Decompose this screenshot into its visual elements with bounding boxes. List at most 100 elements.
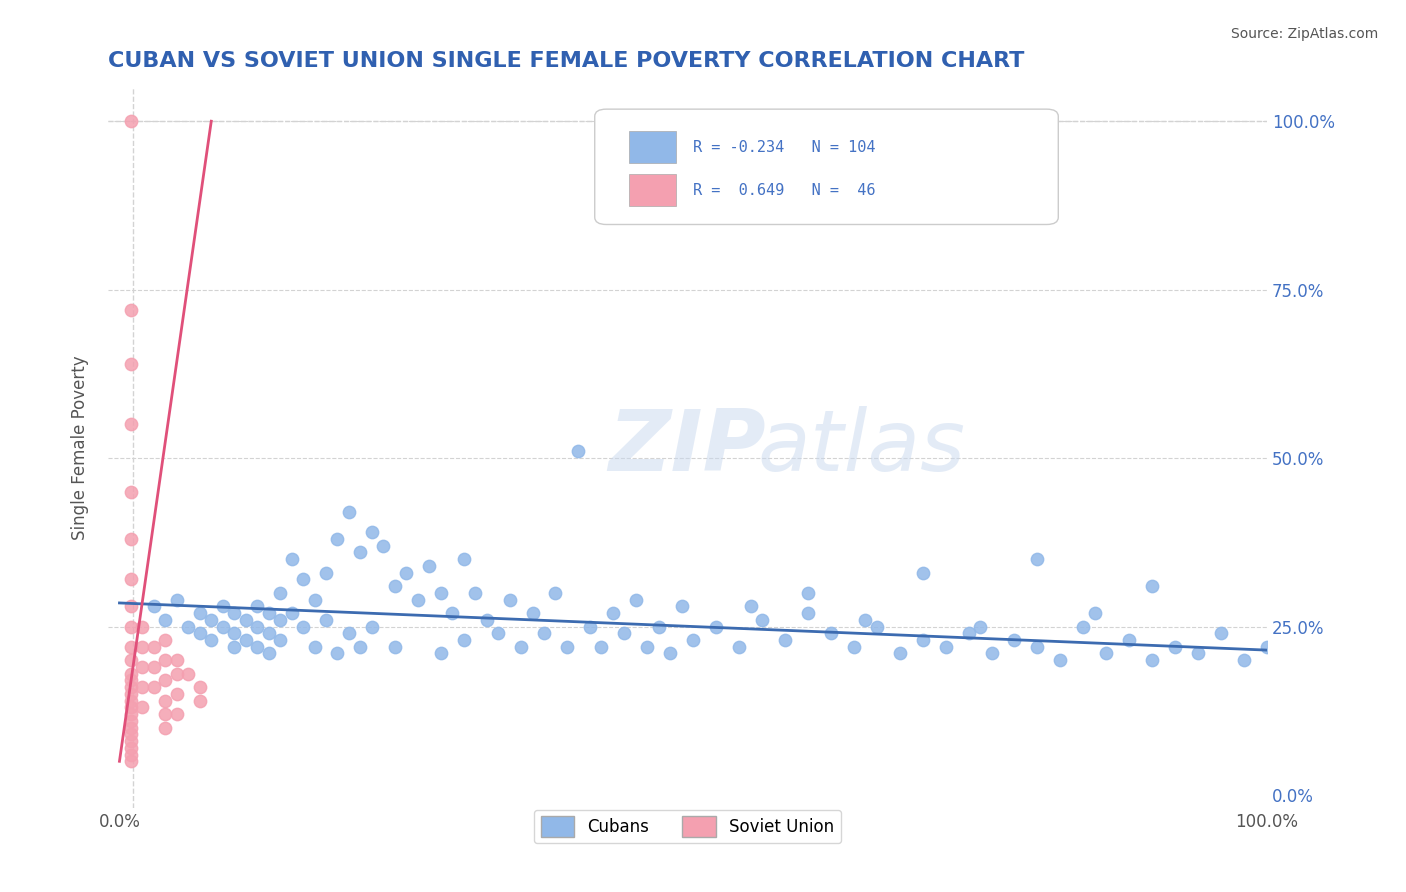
Point <box>498 592 520 607</box>
Point <box>1084 606 1107 620</box>
Point <box>155 613 177 627</box>
Point <box>935 640 957 654</box>
Text: Source: ZipAtlas.com: Source: ZipAtlas.com <box>1230 27 1378 41</box>
Point <box>1004 632 1026 647</box>
Point <box>166 687 188 701</box>
Point <box>671 599 693 614</box>
Point <box>337 505 360 519</box>
Point <box>224 606 246 620</box>
Point <box>510 640 533 654</box>
Point <box>131 619 153 633</box>
Point <box>866 619 889 633</box>
Point <box>235 613 257 627</box>
Point <box>441 606 464 620</box>
Point <box>155 673 177 688</box>
Point <box>142 680 165 694</box>
Point <box>555 640 578 654</box>
Point <box>120 640 142 654</box>
Point <box>704 619 727 633</box>
Point <box>155 707 177 722</box>
Point <box>773 632 796 647</box>
Point <box>1256 640 1278 654</box>
Point <box>326 647 349 661</box>
Point <box>751 613 773 627</box>
Point <box>120 532 142 546</box>
Point <box>269 586 291 600</box>
Text: atlas: atlas <box>758 407 966 490</box>
Point <box>1026 640 1049 654</box>
Point <box>820 626 842 640</box>
Point <box>120 484 142 499</box>
Point <box>269 632 291 647</box>
Point <box>120 734 142 748</box>
Point <box>120 673 142 688</box>
Point <box>120 417 142 432</box>
Point <box>315 566 337 580</box>
Point <box>120 740 142 755</box>
Point <box>361 525 384 540</box>
Point <box>280 552 302 566</box>
Point <box>304 640 326 654</box>
Point <box>475 613 498 627</box>
Point <box>155 632 177 647</box>
Point <box>131 640 153 654</box>
Point <box>349 545 371 559</box>
Point <box>1209 626 1232 640</box>
Point <box>177 619 200 633</box>
Point <box>1233 653 1256 667</box>
Point <box>188 693 211 707</box>
Point <box>889 647 911 661</box>
FancyBboxPatch shape <box>595 109 1059 225</box>
Point <box>304 592 326 607</box>
Point <box>969 619 991 633</box>
Point <box>188 626 211 640</box>
Point <box>224 626 246 640</box>
Point <box>166 653 188 667</box>
Point <box>246 599 269 614</box>
Point <box>166 666 188 681</box>
Point <box>292 619 315 633</box>
Point <box>453 632 475 647</box>
Text: R =  0.649   N =  46: R = 0.649 N = 46 <box>693 183 876 198</box>
Point <box>373 539 395 553</box>
Point <box>602 606 624 620</box>
Point <box>120 700 142 714</box>
Point <box>682 632 704 647</box>
Point <box>246 619 269 633</box>
Point <box>842 640 865 654</box>
Point <box>120 573 142 587</box>
Point <box>166 592 188 607</box>
Point <box>292 573 315 587</box>
Point <box>257 606 280 620</box>
Point <box>257 626 280 640</box>
Point <box>120 721 142 735</box>
Point <box>200 613 222 627</box>
Point <box>911 566 934 580</box>
Point <box>120 653 142 667</box>
Point <box>486 626 509 640</box>
Point <box>120 693 142 707</box>
Text: R = -0.234   N = 104: R = -0.234 N = 104 <box>693 140 876 155</box>
FancyBboxPatch shape <box>630 174 676 206</box>
Point <box>188 680 211 694</box>
Point <box>211 599 233 614</box>
Point <box>142 640 165 654</box>
Point <box>269 613 291 627</box>
Y-axis label: Single Female Poverty: Single Female Poverty <box>72 356 89 541</box>
Point <box>166 707 188 722</box>
Point <box>120 302 142 317</box>
Point <box>1026 552 1049 566</box>
Point <box>280 606 302 620</box>
Point <box>120 714 142 728</box>
Point <box>1095 647 1118 661</box>
Point <box>361 619 384 633</box>
Legend: Cubans, Soviet Union: Cubans, Soviet Union <box>534 810 841 843</box>
Point <box>349 640 371 654</box>
Point <box>120 727 142 741</box>
Point <box>395 566 418 580</box>
Point <box>120 707 142 722</box>
Point <box>1118 632 1140 647</box>
Point <box>957 626 980 640</box>
Point <box>315 613 337 627</box>
Point <box>120 680 142 694</box>
